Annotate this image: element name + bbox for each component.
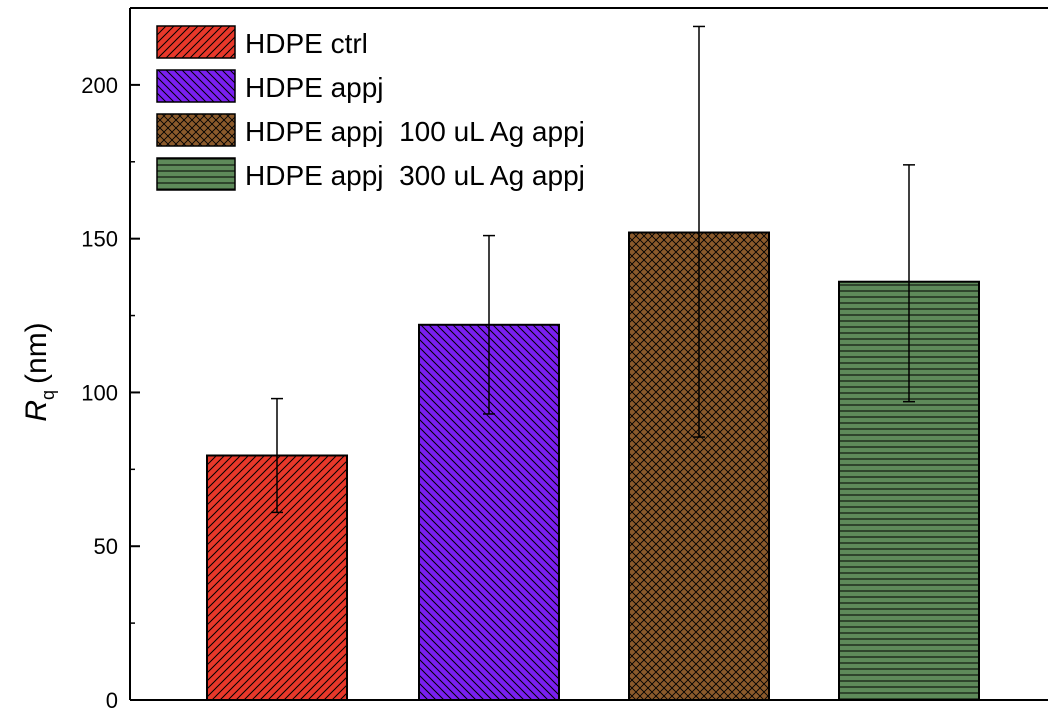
y-tick-label: 200 bbox=[81, 73, 118, 98]
y-axis-label: Rq (nm) bbox=[20, 322, 58, 421]
legend-label: HDPE appj 300 uL Ag appj bbox=[245, 160, 585, 191]
y-axis-label-unit: (nm) bbox=[20, 322, 53, 384]
y-tick-label: 0 bbox=[106, 688, 118, 711]
legend-swatch bbox=[156, 69, 236, 103]
y-tick-label: 100 bbox=[81, 380, 118, 405]
legend-swatch bbox=[156, 113, 236, 147]
legend-swatch bbox=[156, 25, 236, 59]
legend-swatch bbox=[156, 157, 236, 191]
legend-label: HDPE appj 100 uL Ag appj bbox=[245, 116, 585, 147]
y-tick-label: 50 bbox=[94, 534, 118, 559]
y-axis-label-subscript: q bbox=[38, 390, 58, 400]
y-tick-label: 150 bbox=[81, 227, 118, 252]
y-axis-label-symbol: R bbox=[20, 400, 53, 422]
legend-label: HDPE ctrl bbox=[245, 28, 368, 59]
legend-label: HDPE appj bbox=[245, 72, 384, 103]
